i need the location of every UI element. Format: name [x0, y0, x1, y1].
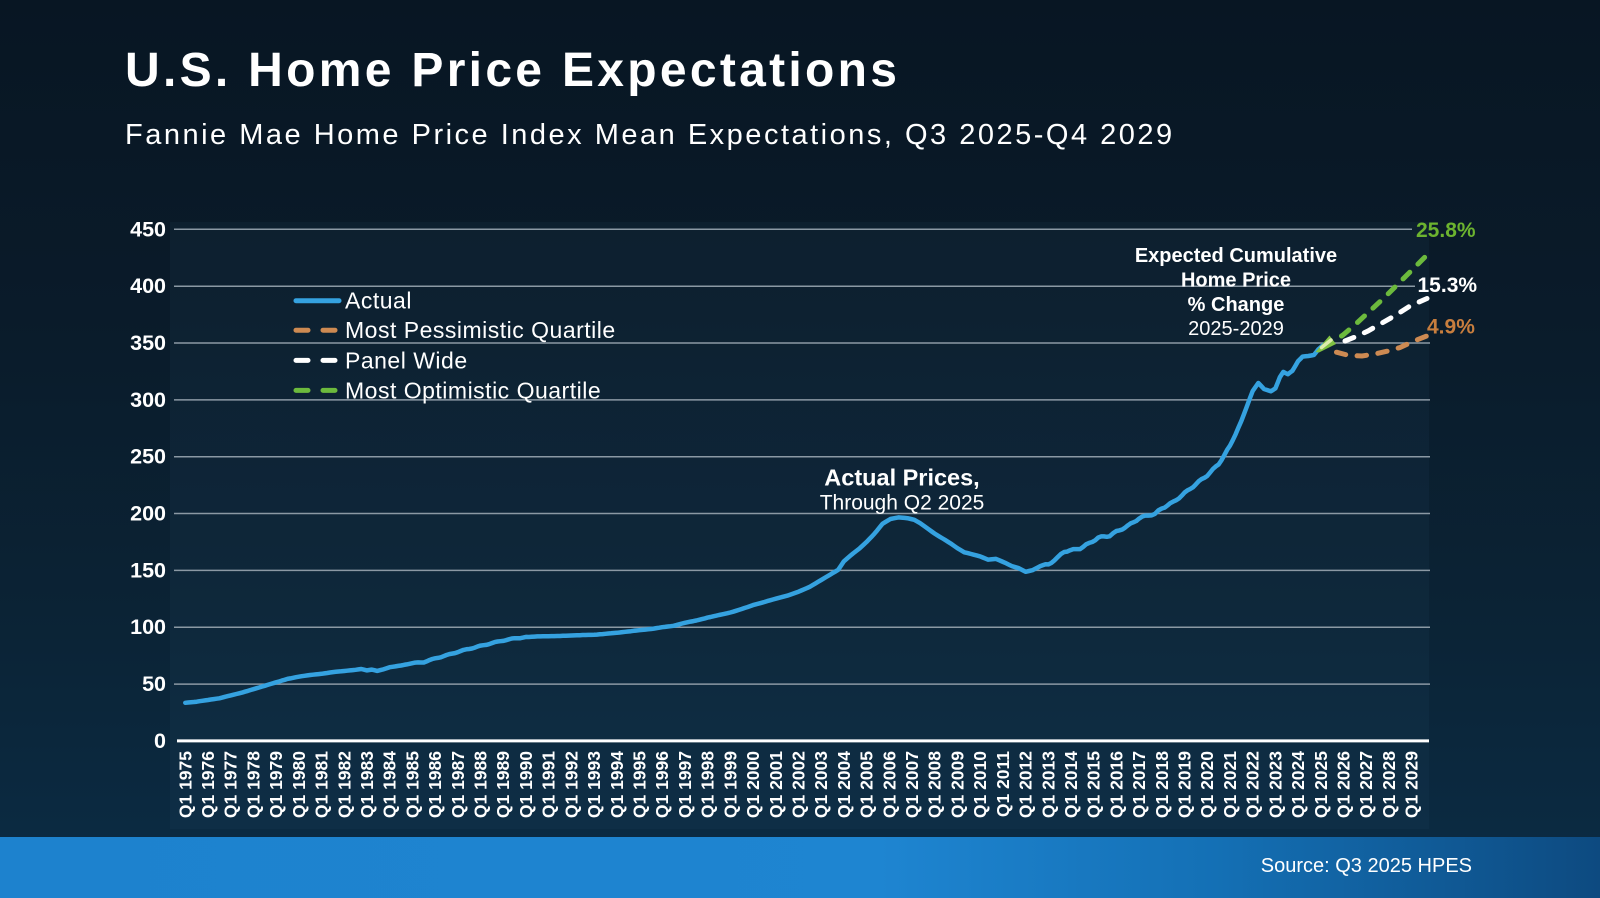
svg-text:Most Pessimistic Quartile: Most Pessimistic Quartile: [345, 317, 616, 343]
svg-text:Q1 1989: Q1 1989: [493, 751, 513, 818]
svg-text:Q1 2011: Q1 2011: [993, 751, 1013, 817]
svg-text:Q1 2024: Q1 2024: [1288, 751, 1308, 818]
svg-text:2025-2029: 2025-2029: [1188, 318, 1284, 340]
svg-text:15.3%: 15.3%: [1418, 274, 1478, 297]
svg-text:Q1 2013: Q1 2013: [1038, 751, 1058, 818]
svg-text:Expected Cumulative: Expected Cumulative: [1135, 245, 1337, 267]
svg-text:Q1 1979: Q1 1979: [266, 751, 286, 818]
svg-text:Q1 1990: Q1 1990: [516, 751, 536, 818]
svg-text:Q1 1978: Q1 1978: [243, 751, 263, 818]
svg-text:Q1 2018: Q1 2018: [1152, 751, 1172, 818]
svg-text:300: 300: [130, 388, 166, 412]
svg-text:Q1 2000: Q1 2000: [743, 751, 763, 818]
svg-text:Through Q2 2025: Through Q2 2025: [820, 492, 985, 515]
svg-text:450: 450: [130, 217, 166, 241]
svg-text:Q1 1977: Q1 1977: [221, 751, 241, 818]
svg-text:Q1 1983: Q1 1983: [357, 751, 377, 818]
svg-text:150: 150: [130, 558, 166, 582]
svg-text:200: 200: [130, 502, 166, 526]
svg-text:Q1 2028: Q1 2028: [1379, 751, 1399, 818]
svg-text:Q1 2029: Q1 2029: [1402, 751, 1422, 818]
svg-text:350: 350: [130, 331, 166, 355]
svg-text:Most Optimistic Quartile: Most Optimistic Quartile: [345, 377, 601, 403]
svg-text:Actual Prices,: Actual Prices,: [824, 465, 979, 491]
svg-text:Q1 2012: Q1 2012: [1016, 751, 1036, 818]
svg-text:Q1 1993: Q1 1993: [584, 751, 604, 818]
svg-text:Q1 2021: Q1 2021: [1220, 751, 1240, 818]
svg-text:250: 250: [130, 445, 166, 469]
svg-text:Q1 1988: Q1 1988: [471, 751, 491, 818]
svg-text:Q1 1980: Q1 1980: [289, 751, 309, 818]
svg-text:Q1 1994: Q1 1994: [607, 751, 627, 818]
svg-text:Q1 2027: Q1 2027: [1356, 751, 1376, 818]
svg-text:Q1 2002: Q1 2002: [789, 751, 809, 818]
svg-text:Q1 1976: Q1 1976: [198, 751, 218, 818]
svg-text:Q1 1996: Q1 1996: [652, 751, 672, 818]
svg-text:Q1 2017: Q1 2017: [1129, 751, 1149, 818]
svg-text:Actual: Actual: [345, 288, 412, 314]
svg-text:Q1 1987: Q1 1987: [448, 751, 468, 818]
svg-text:Q1 2016: Q1 2016: [1106, 751, 1126, 818]
svg-text:0: 0: [154, 729, 166, 753]
svg-text:Q1 2015: Q1 2015: [1084, 751, 1104, 818]
svg-text:25.8%: 25.8%: [1416, 219, 1476, 242]
svg-text:Q1 2025: Q1 2025: [1311, 751, 1331, 818]
svg-text:Q1 2007: Q1 2007: [902, 751, 922, 818]
svg-text:Q1 1986: Q1 1986: [425, 751, 445, 818]
svg-text:Q1 1975: Q1 1975: [175, 751, 195, 818]
svg-text:Q1 2004: Q1 2004: [834, 751, 854, 818]
svg-text:Home Price: Home Price: [1181, 270, 1291, 292]
svg-text:100: 100: [130, 615, 166, 639]
svg-text:Q1 2006: Q1 2006: [879, 751, 899, 818]
svg-text:% Change: % Change: [1188, 294, 1285, 316]
svg-text:Q1 2005: Q1 2005: [857, 751, 877, 818]
svg-text:Q1 1997: Q1 1997: [675, 751, 695, 818]
svg-text:Q1 1985: Q1 1985: [402, 751, 422, 818]
svg-text:50: 50: [142, 672, 166, 696]
svg-text:Q1 1999: Q1 1999: [720, 751, 740, 818]
svg-text:400: 400: [130, 274, 166, 298]
svg-text:Q1 2008: Q1 2008: [925, 751, 945, 818]
svg-text:Q1 2010: Q1 2010: [970, 751, 990, 818]
svg-text:Q1 1995: Q1 1995: [630, 751, 650, 818]
svg-text:Q1 1992: Q1 1992: [561, 751, 581, 818]
svg-text:Q1 1981: Q1 1981: [312, 751, 332, 818]
svg-text:Q1 2019: Q1 2019: [1175, 751, 1195, 818]
svg-text:Q1 2014: Q1 2014: [1061, 751, 1081, 818]
svg-text:Q1 2022: Q1 2022: [1243, 751, 1263, 818]
svg-text:Panel Wide: Panel Wide: [345, 347, 468, 373]
svg-text:Q1 2003: Q1 2003: [811, 751, 831, 818]
svg-text:Q1 2009: Q1 2009: [947, 751, 967, 818]
svg-text:4.9%: 4.9%: [1427, 316, 1475, 339]
svg-text:Q1 1982: Q1 1982: [334, 751, 354, 818]
svg-text:Q1 2001: Q1 2001: [766, 751, 786, 818]
svg-text:Q1 1984: Q1 1984: [380, 751, 400, 818]
svg-text:Q1 1991: Q1 1991: [539, 751, 559, 818]
svg-text:Q1 2020: Q1 2020: [1197, 751, 1217, 818]
svg-text:Q1 2026: Q1 2026: [1334, 751, 1354, 818]
svg-text:Q1 2023: Q1 2023: [1265, 751, 1285, 818]
svg-text:Q1 1998: Q1 1998: [698, 751, 718, 818]
